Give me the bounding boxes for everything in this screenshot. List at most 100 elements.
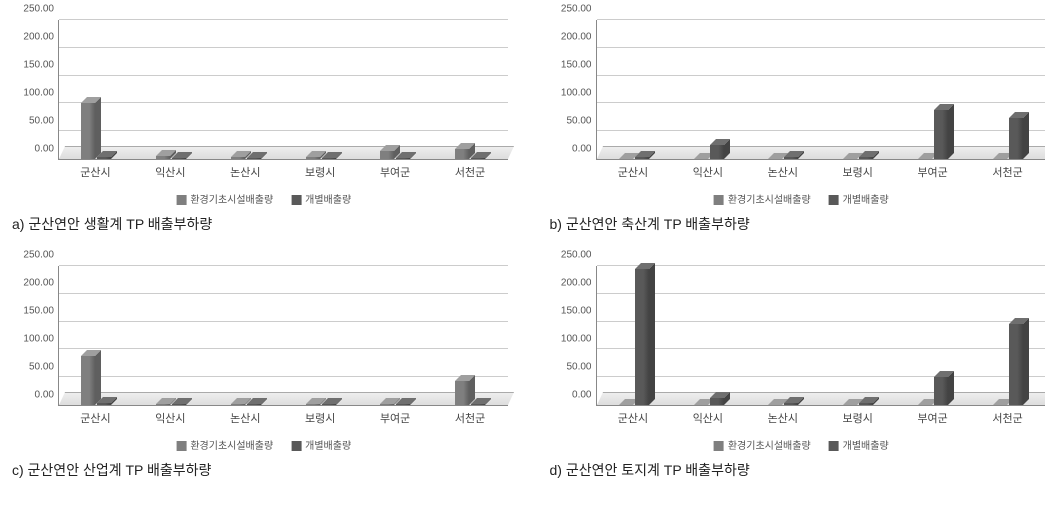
y-tick-label: 0.00 <box>548 144 592 155</box>
chart-floor <box>59 146 514 159</box>
bar-series2 <box>97 157 111 159</box>
y-tick-label: 50.00 <box>10 116 54 127</box>
y-tick-label: 150.00 <box>10 60 54 71</box>
legend-item: 환경기초시설배출량 <box>714 191 811 206</box>
legend-swatch <box>291 441 301 451</box>
bar-series2 <box>396 158 410 159</box>
y-tick-label: 250.00 <box>10 250 54 261</box>
bar-series1 <box>306 404 320 405</box>
bar-group <box>380 404 410 405</box>
bar-group <box>918 110 948 159</box>
x-category-label: 군산시 <box>618 410 648 426</box>
bar-series2 <box>97 403 111 405</box>
bar-group <box>81 103 111 159</box>
gridline <box>59 47 508 48</box>
gridline <box>59 130 508 131</box>
bar-series2 <box>934 110 948 159</box>
bar-series1 <box>231 404 245 405</box>
bar-group <box>455 149 485 159</box>
bar-series1 <box>156 404 170 405</box>
bar-group <box>156 404 186 405</box>
bar-series2 <box>471 404 485 405</box>
legend-label: 개별배출량 <box>843 195 889 206</box>
gridline <box>59 376 508 377</box>
bar-group <box>156 156 186 159</box>
bar-group <box>694 398 724 405</box>
chart-panel: 0.0050.00100.00150.00200.00250.00군산시익산시논… <box>548 256 1045 482</box>
x-category-label: 군산시 <box>80 410 110 426</box>
legend-swatch <box>829 195 839 205</box>
y-tick-label: 0.00 <box>548 390 592 401</box>
bar-series2 <box>471 158 485 159</box>
bar-group <box>768 403 798 405</box>
chart-panel: 0.0050.00100.00150.00200.00250.00군산시익산시논… <box>10 256 518 482</box>
legend-item: 개별배출량 <box>829 191 889 206</box>
legend-label: 환경기초시설배출량 <box>728 195 811 206</box>
bar-series2 <box>322 158 336 159</box>
y-tick-label: 50.00 <box>548 362 592 373</box>
bar-series2 <box>710 398 724 405</box>
plot-area <box>596 266 1045 406</box>
x-category-label: 서천군 <box>992 164 1022 180</box>
chart-box: 0.0050.00100.00150.00200.00250.00군산시익산시논… <box>548 10 1045 210</box>
legend-label: 개별배출량 <box>305 441 351 452</box>
legend: 환경기초시설배출량 개별배출량 <box>714 191 889 206</box>
legend-item: 환경기초시설배출량 <box>714 437 811 452</box>
x-category-label: 부여군 <box>917 164 947 180</box>
bar-series2 <box>635 157 649 159</box>
x-category-label: 보령시 <box>843 164 873 180</box>
x-category-label: 익산시 <box>693 164 723 180</box>
bar-group <box>306 157 336 159</box>
bar-series1 <box>380 404 394 405</box>
gridline <box>597 348 1045 349</box>
bar-series2 <box>784 403 798 405</box>
y-tick-label: 50.00 <box>548 116 592 127</box>
legend: 환경기초시설배출량개별배출량 <box>714 437 889 452</box>
y-tick-label: 150.00 <box>548 60 592 71</box>
chart-box: 0.0050.00100.00150.00200.00250.00군산시익산시논… <box>10 10 518 210</box>
x-category-label: 보령시 <box>305 410 335 426</box>
chart-box: 0.0050.00100.00150.00200.00250.00군산시익산시논… <box>548 256 1045 456</box>
y-tick-label: 200.00 <box>10 32 54 43</box>
y-tick-label: 100.00 <box>548 334 592 345</box>
y-tick-label: 100.00 <box>10 88 54 99</box>
gridline <box>59 293 508 294</box>
gridline <box>59 348 508 349</box>
chart-panel: 0.0050.00100.00150.00200.00250.00군산시익산시논… <box>10 10 518 236</box>
legend-label: 개별배출량 <box>305 195 351 206</box>
bar-group <box>455 381 485 405</box>
x-category-label: 논산시 <box>768 164 798 180</box>
y-tick-label: 50.00 <box>10 362 54 373</box>
bar-group <box>843 157 873 159</box>
bar-group <box>619 269 649 405</box>
gridline <box>597 321 1045 322</box>
gridline <box>59 102 508 103</box>
x-category-label: 논산시 <box>768 410 798 426</box>
legend-label: 환경기초시설배출량 <box>190 441 273 452</box>
gridline <box>597 102 1045 103</box>
gridline <box>59 265 508 266</box>
bar-group <box>619 157 649 159</box>
y-tick-label: 150.00 <box>10 306 54 317</box>
bar-group <box>993 118 1023 159</box>
y-tick-label: 200.00 <box>10 278 54 289</box>
bar-series1 <box>231 157 245 159</box>
legend: 환경기초시설배출량 개별배출량 <box>176 191 351 206</box>
bar-series2 <box>172 158 186 159</box>
legend-label: 환경기초시설배출량 <box>728 441 811 452</box>
gridline <box>59 75 508 76</box>
panel-caption: a) 군산연안 생활계 TP 배출부하량 <box>10 210 518 236</box>
bar-series2 <box>396 404 410 405</box>
x-category-label: 보령시 <box>305 164 335 180</box>
chart-floor <box>597 392 1045 405</box>
legend-swatch <box>176 441 186 451</box>
plot-area <box>58 20 508 160</box>
legend-item: 환경기초시설배출량 <box>176 437 273 452</box>
legend: 환경기초시설배출량 개별배출량 <box>176 437 351 452</box>
y-tick-label: 250.00 <box>548 4 592 15</box>
legend-item: 환경기초시설배출량 <box>176 191 273 206</box>
x-category-label: 논산시 <box>230 164 260 180</box>
bar-series1 <box>306 157 320 159</box>
gridline <box>59 19 508 20</box>
bar-series2 <box>172 404 186 405</box>
